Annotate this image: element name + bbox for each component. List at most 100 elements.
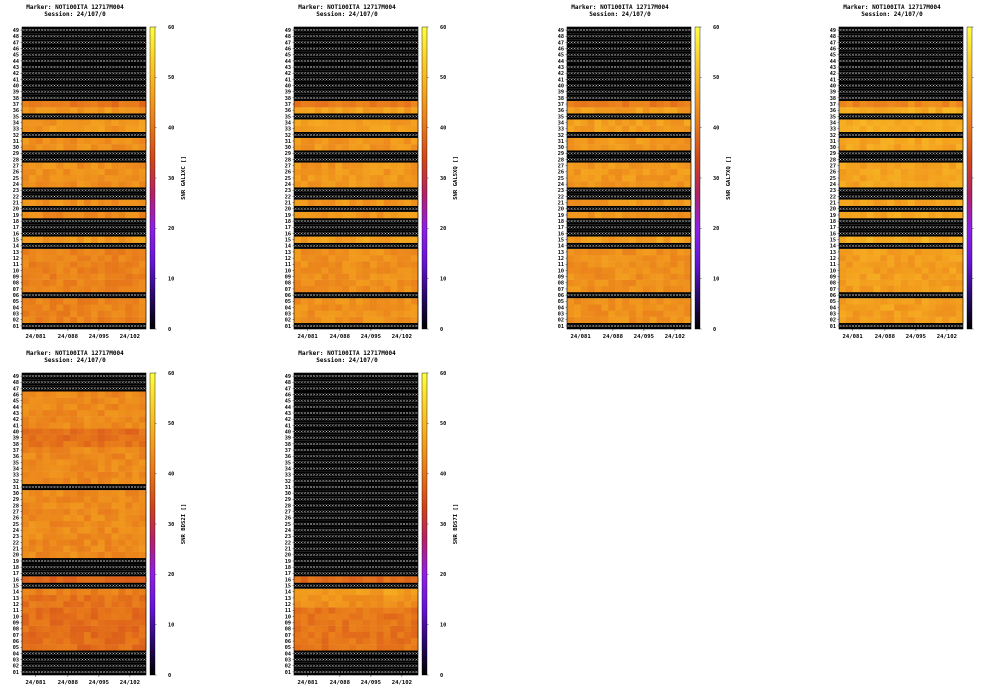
missing-mark — [688, 115, 691, 118]
missing-mark — [412, 71, 415, 75]
missing-mark — [130, 152, 134, 155]
missing-mark — [50, 115, 53, 118]
missing-mark — [109, 71, 112, 75]
missing-mark — [47, 96, 50, 100]
missing-mark — [350, 41, 353, 44]
missing-mark — [588, 90, 592, 93]
missing-mark — [681, 59, 685, 63]
heatmap-cell — [852, 316, 860, 324]
missing-mark — [300, 195, 303, 198]
missing-mark — [343, 90, 347, 93]
missing-mark — [405, 71, 409, 75]
missing-mark — [306, 115, 310, 118]
missing-mark — [62, 115, 66, 118]
missing-mark — [654, 78, 657, 81]
missing-mark — [390, 71, 393, 75]
heatmap-cell — [139, 255, 147, 262]
heatmap-cell — [111, 236, 119, 243]
colorbar-tick-label: 40 — [168, 125, 174, 131]
heatmap-cell — [42, 304, 50, 311]
missing-mark — [685, 59, 688, 63]
missing-mark — [294, 28, 297, 32]
missing-mark — [672, 53, 676, 57]
missing-mark — [377, 71, 381, 75]
heatmap-cell — [132, 199, 140, 206]
missing-mark — [657, 195, 660, 198]
missing-mark — [585, 219, 589, 223]
missing-mark — [362, 41, 365, 44]
y-tick-label: 05 — [285, 299, 291, 305]
missing-mark — [105, 115, 109, 118]
missing-mark — [309, 53, 313, 57]
missing-mark — [319, 232, 322, 235]
missing-mark — [663, 90, 666, 93]
missing-mark — [127, 34, 131, 38]
missing-mark — [309, 78, 313, 81]
heatmap-cell — [294, 285, 302, 293]
missing-mark — [325, 158, 328, 161]
missing-mark — [115, 47, 118, 50]
missing-mark — [328, 96, 331, 100]
heatmap-cell — [404, 137, 412, 145]
missing-mark — [40, 133, 44, 137]
missing-mark — [121, 28, 124, 32]
satellite-row-18 — [22, 218, 146, 225]
missing-mark — [585, 53, 589, 57]
heatmap-cell — [362, 162, 371, 169]
missing-mark — [340, 115, 344, 118]
missing-mark — [40, 244, 44, 248]
heatmap-cell — [369, 279, 377, 287]
missing-mark — [350, 78, 353, 81]
missing-mark — [675, 115, 679, 118]
missing-mark — [570, 195, 573, 198]
heatmap-cell — [139, 304, 147, 311]
heatmap-cell — [383, 137, 391, 145]
heatmap-cell — [335, 162, 343, 169]
heatmap-cell — [615, 273, 623, 280]
heatmap-cell — [635, 211, 644, 219]
missing-mark — [127, 189, 131, 192]
heatmap-cell — [390, 255, 398, 262]
missing-mark — [592, 71, 595, 75]
missing-mark — [415, 207, 418, 211]
missing-mark — [84, 78, 87, 81]
missing-mark — [381, 115, 384, 118]
missing-mark — [34, 195, 38, 198]
heatmap-cell — [383, 236, 391, 243]
missing-mark — [613, 34, 617, 38]
missing-mark — [635, 84, 638, 87]
heatmap-cell — [622, 316, 630, 324]
missing-mark — [579, 65, 583, 69]
missing-row-cell — [294, 187, 418, 194]
heatmap-cell — [28, 316, 37, 324]
heatmap-cell — [49, 273, 57, 280]
missing-mark — [598, 78, 601, 81]
missing-mark — [657, 324, 660, 328]
plot-frame — [21, 26, 147, 330]
missing-mark — [390, 28, 393, 32]
missing-mark — [598, 96, 601, 100]
heatmap-cell — [397, 304, 405, 311]
satellite-row-25 — [567, 174, 692, 182]
missing-mark — [109, 34, 112, 38]
heatmap-cell — [376, 125, 384, 132]
missing-mark — [381, 244, 384, 248]
missing-mark — [99, 78, 103, 81]
missing-row-cell — [294, 57, 418, 64]
missing-mark — [675, 53, 679, 57]
missing-mark — [582, 47, 586, 50]
missing-mark — [74, 96, 78, 100]
heatmap-cell — [35, 273, 43, 280]
heatmap-cell — [567, 236, 575, 243]
missing-mark — [660, 226, 663, 229]
heatmap-cell — [70, 267, 78, 274]
missing-mark — [337, 34, 341, 38]
missing-mark — [377, 84, 381, 87]
heatmap-cell — [663, 125, 671, 132]
missing-mark — [619, 34, 623, 38]
missing-mark — [387, 158, 390, 161]
heatmap-cell — [307, 279, 315, 287]
missing-mark — [118, 78, 121, 81]
missing-mark — [99, 47, 103, 50]
satellite-row-46 — [567, 45, 691, 52]
